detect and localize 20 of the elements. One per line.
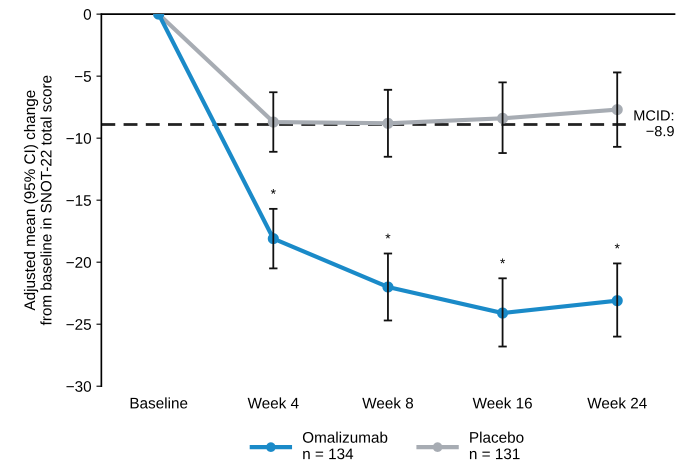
x-tick-label: Week 8 [362,397,414,409]
x-tick-label: Baseline [130,397,188,409]
annotation: * [614,244,620,248]
legend-label: Omalizumab n = 134 [302,432,388,460]
y-tick-label: −5 [74,71,91,82]
y-tick-label: −30 [66,381,92,392]
annotation: * [385,234,390,239]
x-tick-label: Week 16 [472,397,532,409]
legend-label: Placebo n = 131 [470,432,524,460]
y-tick-label: −15 [66,195,91,206]
x-tick-label: Week 24 [587,397,647,409]
y-tick-label: −10 [66,133,92,144]
y-tick-label: −25 [66,319,91,330]
annotation: * [500,258,506,264]
y-axis-title: Adjusted mean (95% CI) change from baseline in SNOT-22 total score [24,76,52,326]
x-tick-label: Week 4 [248,397,299,409]
y-tick-label: −20 [66,257,92,268]
ref-line-label: MCID: −8.9 [634,110,674,136]
y-tick-label: 0 [84,9,92,20]
annotation: * [270,189,276,194]
